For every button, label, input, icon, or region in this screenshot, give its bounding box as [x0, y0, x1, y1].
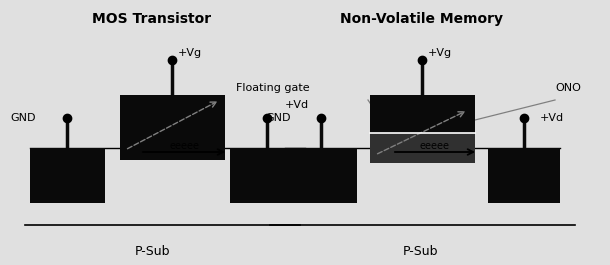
Text: +Vd: +Vd [285, 100, 309, 110]
Text: +Vg: +Vg [428, 48, 452, 58]
Bar [30, 148, 105, 203]
Text: MOS Transistor: MOS Transistor [93, 12, 212, 26]
Bar [370, 95, 475, 133]
Text: GND: GND [265, 113, 290, 123]
Text: eeeee: eeeee [170, 141, 200, 151]
Text: ONO: ONO [555, 83, 581, 93]
Text: GND: GND [10, 113, 35, 123]
Bar [370, 133, 475, 163]
Bar [120, 95, 225, 160]
Text: P-Sub: P-Sub [134, 245, 170, 258]
Text: P-Sub: P-Sub [402, 245, 438, 258]
Text: +Vd: +Vd [540, 113, 564, 123]
Bar [285, 148, 357, 203]
Bar [230, 148, 305, 203]
Text: Non-Volatile Memory: Non-Volatile Memory [340, 12, 503, 26]
Text: eeeee: eeeee [420, 141, 450, 151]
Text: +Vg: +Vg [178, 48, 202, 58]
Text: Floating gate: Floating gate [237, 83, 310, 93]
Bar [488, 148, 560, 203]
